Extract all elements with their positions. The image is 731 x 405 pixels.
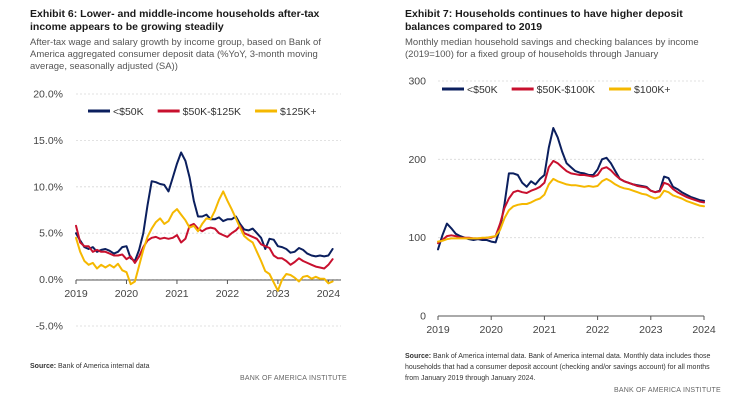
legend-label-mid: $50K-$125K	[183, 106, 241, 118]
legend-label-low: <$50K	[467, 84, 498, 96]
exhibit-6-source: Source: Bank of America internal data	[30, 361, 330, 372]
x-tick-label: 2020	[480, 324, 504, 336]
x-tick-label: 2024	[317, 288, 341, 300]
exhibit-7-panel: Exhibit 7: Households continues to have …	[400, 0, 731, 405]
y-tick-label: 10.0%	[33, 181, 63, 193]
legend-label-high: $125K+	[280, 106, 317, 118]
x-tick-label: 2024	[692, 324, 716, 336]
exhibit-6-source-text: Bank of America internal data	[58, 363, 150, 370]
legend-label-mid: $50K-$100K	[537, 84, 595, 96]
exhibit-6-chart: -5.0% 0.0% 5.0% 10.0% 15.0% 20.0% 2019 2020 2021…	[33, 89, 341, 333]
series-line-mid	[75, 222, 334, 270]
y-tick-label: 0.0%	[39, 274, 63, 286]
exhibit-7-title: Exhibit 7: Households continues to have …	[405, 8, 683, 33]
y-tick-label: -5.0%	[36, 321, 63, 333]
x-tick-label: 2021	[165, 288, 189, 300]
exhibit-7-chart: 0 100 200 300 2019 2020 2021 2022 2023 2024 <$50K $…	[408, 76, 716, 337]
exhibit-6-subtitle: After-tax wage and salary growth by inco…	[30, 37, 321, 72]
x-tick-label: 2019	[64, 288, 88, 300]
exhibit-7-source: Source: Bank of America internal data. B…	[405, 351, 725, 384]
series-line-low	[437, 127, 705, 251]
x-tick-label: 2020	[115, 288, 139, 300]
exhibit-7-brand: BANK OF AMERICA INSTITUTE	[614, 387, 721, 394]
exhibit-7-source-label: Source:	[405, 353, 432, 360]
y-tick-label: 5.0%	[39, 228, 63, 240]
legend-label-low: <$50K	[113, 106, 144, 118]
y-tick-label: 100	[408, 232, 426, 244]
exhibit-6-panel: Exhibit 6: Lower- and middle-income hous…	[0, 0, 360, 405]
x-tick-label: 2023	[639, 324, 663, 336]
x-tick-label: 2022	[216, 288, 240, 300]
x-tick-label: 2019	[426, 324, 450, 336]
series-line-high	[75, 190, 334, 292]
exhibit-7-source-text: Bank of America internal data. Bank of A…	[405, 353, 711, 382]
y-tick-label: 20.0%	[33, 89, 63, 101]
legend-label-high: $100K+	[634, 84, 671, 96]
x-tick-label: 2021	[533, 324, 557, 336]
series-line-mid	[437, 159, 705, 245]
x-tick-label: 2022	[586, 324, 610, 336]
exhibit-7-subtitle: Monthly median household savings and che…	[405, 37, 699, 60]
series-line-high	[437, 177, 705, 243]
y-tick-label: 300	[408, 76, 426, 88]
x-tick-label: 2023	[266, 288, 290, 300]
y-tick-label: 200	[408, 154, 426, 166]
exhibit-6-title: Exhibit 6: Lower- and middle-income hous…	[30, 8, 320, 33]
y-tick-label: 0	[420, 311, 426, 323]
exhibit-6-brand: BANK OF AMERICA INSTITUTE	[240, 375, 347, 382]
y-tick-label: 15.0%	[33, 135, 63, 147]
exhibit-6-source-label: Source:	[30, 363, 57, 370]
series-line-low	[75, 151, 334, 262]
